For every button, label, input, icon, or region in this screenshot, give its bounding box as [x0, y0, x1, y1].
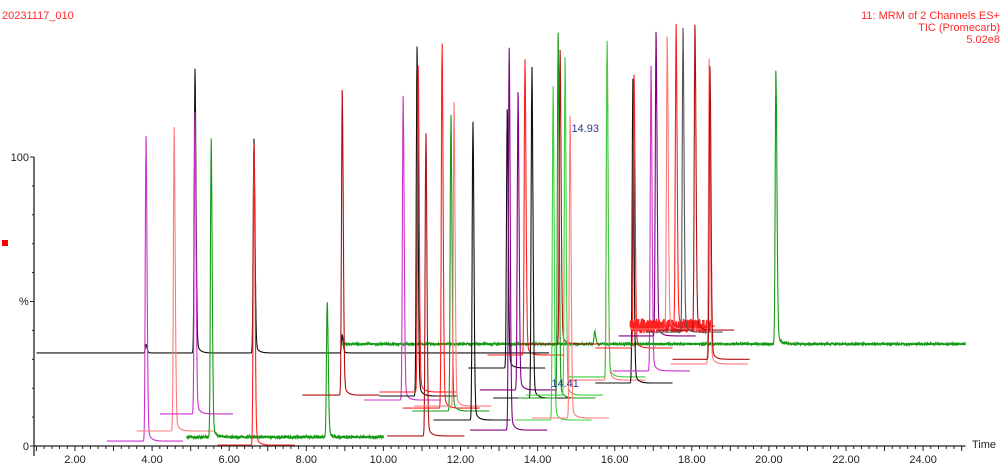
- trace-34: [630, 36, 708, 330]
- y-tick-label: 0: [23, 441, 29, 453]
- trace-3: [107, 135, 183, 442]
- function-line: 11: MRM of 2 Channels ES+: [861, 10, 1000, 22]
- trace-19: [479, 92, 557, 391]
- x-tick-label: 4.00: [141, 454, 162, 463]
- trace-26: [531, 115, 609, 419]
- trace-21: [493, 66, 571, 399]
- x-tick-label: 10.00: [370, 454, 398, 463]
- trace-14: [412, 114, 490, 412]
- trace-17: [468, 109, 546, 369]
- trace-line: TIC (Promecarb): [918, 22, 1000, 34]
- x-tick-label: 18.00: [678, 454, 706, 463]
- y-axis-label: %: [19, 296, 29, 308]
- trace-22: [514, 85, 592, 421]
- trace-5: [159, 112, 234, 415]
- trace-7: [217, 143, 295, 446]
- trace-10: [379, 46, 457, 397]
- trace-marker-icon: [2, 240, 8, 246]
- x-tick-label: 6.00: [218, 454, 239, 463]
- x-tick-label: 2.00: [64, 454, 85, 463]
- axes: 2.00 4.00 6.00 8.00 10.00 12.00 14.00 16.00 18.0…: [11, 152, 966, 463]
- trace-4: [136, 126, 214, 432]
- annotations: 14.41 14.93: [551, 123, 599, 390]
- trace-11: [379, 65, 457, 393]
- trace-25: [526, 56, 604, 396]
- trace-6: [186, 138, 384, 441]
- traces: [36, 23, 967, 446]
- trace-30: [595, 74, 673, 349]
- sample-name: 20231117_010: [2, 10, 74, 22]
- trace-37: [657, 24, 735, 331]
- trace-16: [433, 121, 511, 421]
- trace-38: [670, 58, 748, 365]
- trace-28: [568, 40, 646, 378]
- trace-9: [364, 95, 442, 401]
- x-tick-label: 22.00: [832, 454, 860, 463]
- x-tick-label: 8.00: [296, 454, 317, 463]
- trace-35: [637, 23, 715, 327]
- x-tick-label: 24.00: [909, 454, 937, 463]
- trace-36: [645, 27, 723, 333]
- peak-label: 14.41: [551, 378, 579, 390]
- trace-8: [302, 89, 380, 396]
- x-tick-label: 16.00: [601, 454, 629, 463]
- trace-31: [612, 65, 690, 372]
- trace-29: [595, 78, 673, 384]
- intensity-label: 5.02e8: [966, 34, 1000, 46]
- trace-32: [618, 31, 696, 337]
- trace-15: [414, 101, 492, 407]
- trace-39: [672, 66, 750, 360]
- trace-23: [518, 32, 596, 399]
- peak-label: 14.93: [571, 123, 599, 135]
- trace-12: [387, 133, 465, 437]
- trace-18: [470, 47, 548, 431]
- trace-info: 11: MRM of 2 Channels ES+ TIC (Promecarb…: [861, 10, 1000, 46]
- trace-13: [402, 43, 480, 409]
- x-tick-label: 20.00: [755, 454, 783, 463]
- x-tick-label: 14.00: [524, 454, 552, 463]
- x-tick-label: 12.00: [447, 454, 475, 463]
- trace-24: [522, 49, 600, 345]
- trace-1: [36, 68, 550, 354]
- y-tick-label: 100: [11, 152, 29, 164]
- x-axis-label: Time: [972, 439, 996, 451]
